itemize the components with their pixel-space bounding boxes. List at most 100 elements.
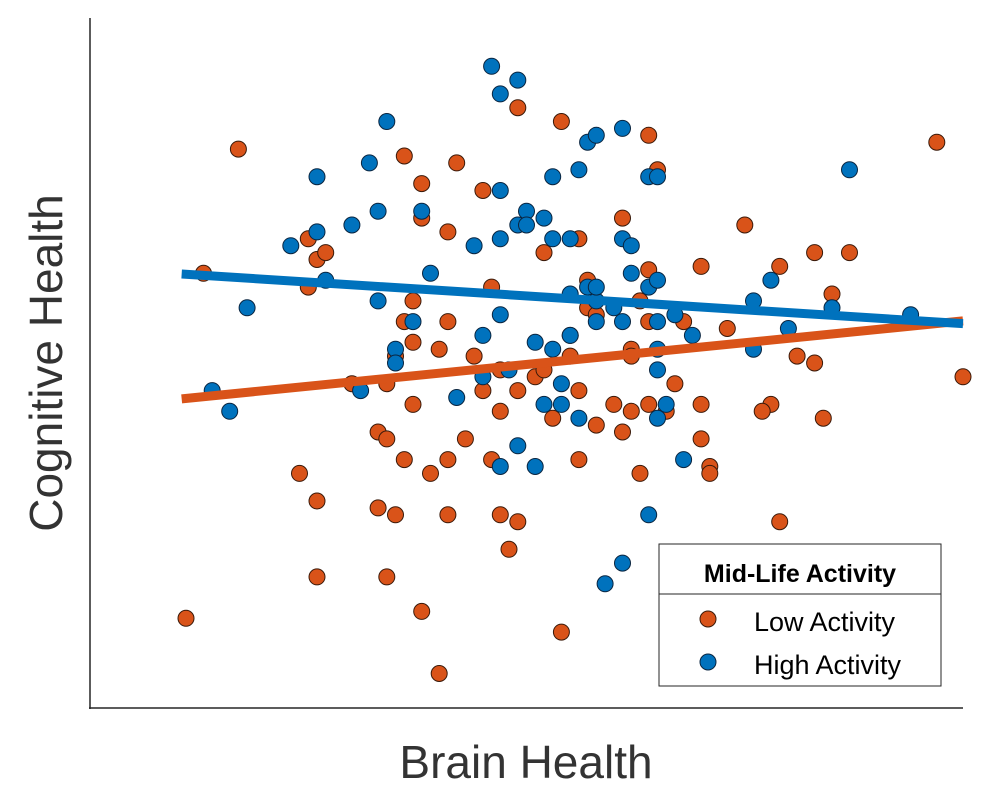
data-point-low-activity: [456, 430, 474, 448]
data-point-low-activity: [954, 368, 972, 386]
data-point-low-activity: [605, 395, 623, 413]
data-point-low-activity: [404, 292, 422, 310]
data-point-low-activity: [465, 347, 483, 365]
data-point-low-activity: [413, 175, 431, 193]
data-point-high-activity: [387, 354, 404, 372]
data-point-high-activity: [544, 230, 562, 248]
data-point-high-activity: [491, 85, 509, 103]
data-point-low-activity: [552, 623, 570, 641]
data-point-high-activity: [675, 451, 693, 469]
data-point-high-activity: [640, 506, 658, 524]
data-point-low-activity: [474, 182, 492, 199]
data-point-low-activity: [430, 665, 448, 682]
data-point-low-activity: [631, 464, 649, 482]
data-point-high-activity: [491, 458, 509, 475]
data-point-low-activity: [640, 395, 658, 413]
data-point-low-activity: [369, 499, 387, 517]
data-point-low-activity: [666, 375, 684, 393]
data-point-low-activity: [500, 540, 518, 558]
data-point-low-activity: [404, 395, 422, 413]
data-point-high-activity: [649, 271, 666, 289]
data-point-high-activity: [596, 575, 614, 593]
legend-marker-high-activity: [699, 653, 717, 671]
data-point-low-activity: [439, 313, 457, 331]
data-point-low-activity: [640, 126, 658, 144]
data-point-low-activity: [509, 99, 527, 117]
data-point-low-activity: [509, 382, 527, 400]
data-point-high-activity: [308, 168, 326, 186]
data-point-high-activity: [535, 395, 553, 413]
data-point-low-activity: [308, 568, 326, 586]
data-point-low-activity: [404, 333, 422, 351]
data-point-low-activity: [570, 382, 588, 400]
data-point-low-activity: [448, 154, 466, 172]
legend-marker-low-activity: [699, 610, 717, 628]
series-high-activity: [203, 57, 920, 593]
data-point-low-activity: [430, 340, 448, 358]
data-point-low-activity: [806, 354, 824, 372]
data-point-high-activity: [649, 409, 666, 427]
data-point-high-activity: [614, 554, 631, 572]
data-point-high-activity: [308, 223, 326, 241]
legend: Mid-Life Activity Low Activity High Acti…: [658, 543, 942, 687]
data-point-high-activity: [561, 230, 579, 248]
data-point-low-activity: [692, 395, 710, 413]
data-point-high-activity: [762, 271, 780, 289]
legend-label-high-activity: High Activity: [754, 650, 902, 680]
data-point-low-activity: [692, 430, 710, 448]
data-point-low-activity: [535, 244, 553, 262]
data-point-high-activity: [509, 437, 527, 455]
data-point-high-activity: [544, 340, 562, 358]
legend-title: Mid-Life Activity: [704, 560, 896, 588]
data-point-high-activity: [544, 168, 562, 186]
data-point-low-activity: [395, 147, 413, 165]
data-point-high-activity: [587, 126, 605, 144]
data-point-high-activity: [448, 389, 466, 406]
data-point-low-activity: [614, 209, 631, 227]
legend-label-low-activity: Low Activity: [754, 607, 896, 637]
data-point-low-activity: [177, 609, 195, 627]
data-point-high-activity: [683, 326, 701, 344]
data-point-low-activity: [622, 402, 640, 420]
data-point-high-activity: [491, 182, 509, 199]
data-point-low-activity: [439, 506, 457, 524]
data-point-high-activity: [238, 299, 256, 317]
data-point-low-activity: [701, 464, 719, 482]
data-point-low-activity: [378, 568, 396, 586]
data-point-high-activity: [282, 237, 300, 255]
data-point-high-activity: [404, 313, 422, 331]
data-point-high-activity: [614, 313, 631, 331]
data-point-low-activity: [308, 492, 326, 510]
data-point-high-activity: [413, 202, 431, 220]
data-point-low-activity: [788, 347, 806, 365]
data-point-low-activity: [928, 133, 946, 151]
data-point-low-activity: [771, 257, 789, 275]
data-point-low-activity: [291, 464, 308, 482]
data-point-high-activity: [526, 458, 544, 475]
data-point-low-activity: [736, 216, 754, 234]
data-point-low-activity: [439, 223, 457, 241]
data-point-high-activity: [622, 264, 640, 282]
data-point-low-activity: [491, 402, 509, 420]
data-point-high-activity: [422, 264, 439, 282]
trend-line-low-activity: [181, 316, 964, 404]
data-point-high-activity: [570, 161, 588, 179]
data-point-high-activity: [587, 278, 605, 296]
data-point-low-activity: [544, 409, 562, 427]
data-point-low-activity: [491, 506, 509, 524]
data-point-high-activity: [614, 119, 631, 137]
data-point-low-activity: [570, 451, 588, 469]
y-axis-label: Cognitive Health: [20, 194, 72, 532]
data-point-low-activity: [422, 464, 439, 482]
data-point-low-activity: [378, 430, 396, 448]
trend-line-high-activity: [181, 269, 964, 329]
data-point-high-activity: [360, 154, 378, 172]
data-point-high-activity: [649, 313, 666, 331]
data-point-low-activity: [814, 409, 832, 427]
data-point-high-activity: [649, 168, 666, 186]
data-point-high-activity: [552, 375, 570, 393]
data-point-low-activity: [771, 513, 789, 531]
data-point-high-activity: [491, 230, 509, 248]
data-point-low-activity: [753, 402, 771, 420]
